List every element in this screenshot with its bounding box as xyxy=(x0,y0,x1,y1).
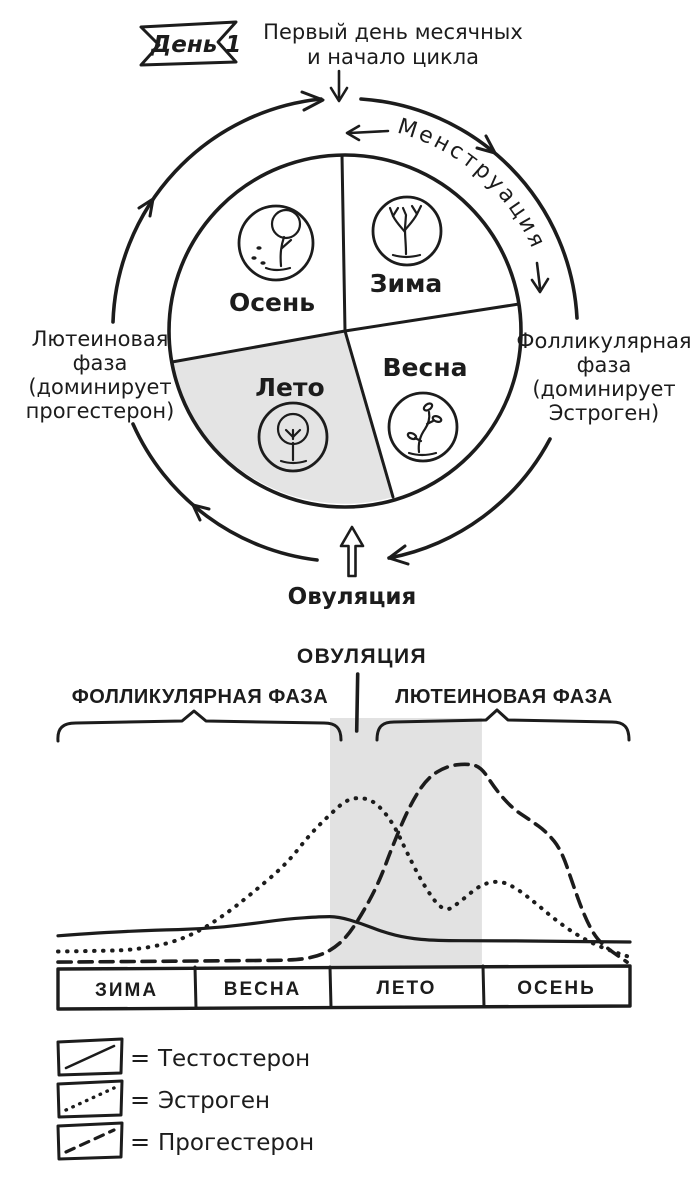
cycle-diagram: День 1 Первый день месячных и начало цик… xyxy=(26,20,692,610)
ring-arc-bottom-right xyxy=(387,437,552,560)
day1-banner: День 1 xyxy=(139,20,242,67)
luteal-line2: фаза xyxy=(73,351,128,375)
wheel-outline xyxy=(167,153,523,509)
follicular-phase-heading: ФОЛЛИКУЛЯРНАЯ ФАЗА xyxy=(72,686,329,708)
small-down-arrow-icon xyxy=(530,261,550,294)
legend-dotted-line-icon xyxy=(64,1086,116,1112)
quadrant-label-summer: Лето xyxy=(255,373,324,402)
ring-arc-top-right xyxy=(359,97,579,320)
summer-highlight-band xyxy=(330,718,482,968)
legend-item-estrogen: = Эстроген xyxy=(56,1079,270,1119)
summer-tree-icon xyxy=(257,401,329,473)
ovulation-marker-line xyxy=(354,672,360,733)
top-note-line2: и начало цикла xyxy=(307,45,479,69)
banner-ribbon-shape xyxy=(139,20,238,67)
season-divider xyxy=(328,965,333,1009)
ring-arrowhead-right-upper xyxy=(475,134,497,155)
legend-swatch-box xyxy=(56,1037,124,1077)
season-divider xyxy=(481,964,486,1009)
day1-down-arrow-icon xyxy=(329,69,349,103)
wheel-dividers xyxy=(170,153,521,499)
chart-title: ОВУЛЯЦИЯ xyxy=(297,645,427,668)
legend-swatch-box xyxy=(56,1079,124,1119)
legend-equals: = xyxy=(130,1044,150,1072)
season-tick-spring: ВЕСНА xyxy=(224,979,302,1000)
legend-label-estrogen: Эстроген xyxy=(158,1088,270,1114)
season-tick-autumn: ОСЕНЬ xyxy=(517,978,596,999)
luteal-phase-label: Лютеиновая фаза (доминирует прогестерон) xyxy=(26,327,175,423)
season-tick-summer: ЛЕТО xyxy=(377,978,437,999)
luteal-line4: прогестерон) xyxy=(26,399,175,423)
cycle-ring-arrows xyxy=(111,90,579,566)
legend-item-testosterone: = Тестостерон xyxy=(56,1037,310,1077)
testosterone-curve xyxy=(56,915,632,944)
follicular-line4: Эстроген) xyxy=(549,401,660,425)
season-divider xyxy=(193,965,198,1010)
top-note-line1: Первый день месячных xyxy=(263,20,523,44)
follicular-line3: (доминирует xyxy=(532,377,675,401)
follicular-phase-label: Фолликулярная фаза (доминирует Эстроген) xyxy=(516,329,691,425)
ring-arrowhead-bottom-right xyxy=(387,544,410,566)
spring-sprout-icon xyxy=(387,391,459,463)
legend-swatch-box xyxy=(56,1121,124,1161)
luteal-phase-heading: ЛЮТЕИНОВАЯ ФАЗА xyxy=(395,686,612,708)
season-axis: ЗИМА ВЕСНА ЛЕТО ОСЕНЬ xyxy=(56,964,632,1011)
luteal-line1: Лютеиновая xyxy=(32,327,169,351)
hormone-chart: ОВУЛЯЦИЯ ФОЛЛИКУЛЯРНАЯ ФАЗА ЛЮТЕИНОВАЯ Ф… xyxy=(56,645,632,1011)
follicular-bracket xyxy=(56,709,343,743)
season-tick-winter: ЗИМА xyxy=(95,980,158,1001)
quadrant-label-autumn: Осень xyxy=(229,288,315,317)
season-table-outline xyxy=(56,964,632,1011)
ring-arc-bottom-left xyxy=(131,422,319,562)
follicular-line1: Фолликулярная xyxy=(516,329,691,353)
legend-equals: = xyxy=(130,1128,150,1156)
legend-solid-line-icon xyxy=(64,1044,116,1070)
legend-equals: = xyxy=(130,1086,150,1114)
quadrant-label-winter: Зима xyxy=(370,269,443,298)
quadrant-label-spring: Весна xyxy=(383,353,468,382)
ring-arc-top-left xyxy=(111,97,323,324)
legend-item-progesterone: = Прогестерон xyxy=(56,1121,314,1161)
ring-arrowhead-top xyxy=(300,90,325,112)
winter-tree-icon xyxy=(371,195,443,267)
chart-legend: = Тестостерон = Эстроген = Прогестерон xyxy=(56,1037,314,1161)
legend-dashed-line-icon xyxy=(64,1128,116,1154)
autumn-tree-icon xyxy=(237,204,315,282)
season-wheel: Осень Зима Лето Весна xyxy=(167,153,523,509)
legend-label-testosterone: Тестостерон xyxy=(157,1046,310,1072)
follicular-line2: фаза xyxy=(577,353,632,377)
luteal-bracket xyxy=(375,708,631,742)
luteal-line3: (доминирует xyxy=(28,375,171,399)
progesterone-curve xyxy=(56,762,629,964)
small-left-arrow-icon xyxy=(345,124,390,142)
ovulation-label: Овуляция xyxy=(288,584,417,610)
banner-label: День 1 xyxy=(150,32,242,58)
legend-label-progesterone: Прогестерон xyxy=(158,1130,314,1156)
ovulation-up-arrow-icon xyxy=(339,525,365,578)
ring-arrowhead-bottom-left xyxy=(191,503,211,522)
ring-arrowhead-left xyxy=(137,197,155,218)
